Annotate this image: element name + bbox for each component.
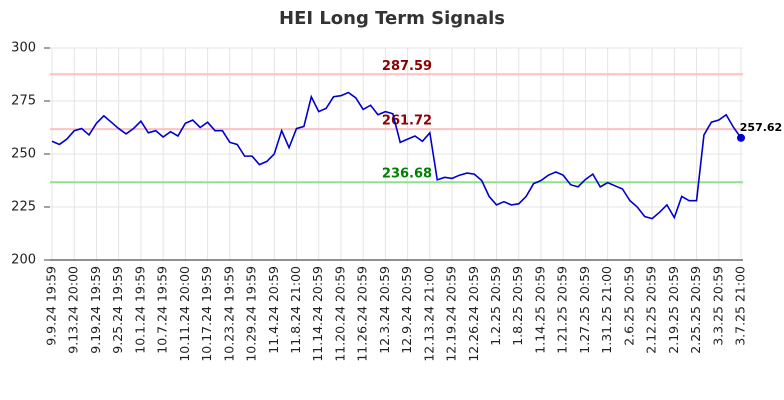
- x-tick-label: 11.4.24 20:59: [266, 266, 281, 354]
- reference-label: 287.59: [382, 59, 432, 74]
- x-tick-label: 12.13.24 21:00: [421, 266, 436, 362]
- x-tick-label: 2.6.25 20:59: [621, 266, 636, 346]
- last-point: [737, 133, 745, 142]
- x-tick-label: 1.21.25 20:59: [555, 266, 570, 354]
- x-tick-label: 10.7.24 19:59: [155, 266, 170, 354]
- y-tick-label: 250: [11, 147, 36, 162]
- x-tick-label: 10.29.24 19:59: [244, 266, 259, 362]
- x-tick-label: 10.17.24 19:59: [199, 266, 214, 362]
- x-tick-label: 1.27.25 20:59: [577, 266, 592, 354]
- price-line: [51, 91, 742, 220]
- x-tick-label: 2.19.25 20:59: [666, 266, 681, 354]
- x-tick-label: 9.19.24 19:59: [88, 266, 103, 354]
- x-tick-label: 12.3.24 20:59: [377, 266, 392, 354]
- x-tick-label: 3.7.25 21:00: [733, 266, 748, 346]
- x-tick-label: 9.25.24 19:59: [110, 266, 125, 354]
- x-tick-label: 1.14.25 20:59: [532, 266, 547, 354]
- reference-label: 236.68: [382, 167, 432, 182]
- x-tick-label: 11.8.24 21:00: [288, 266, 303, 354]
- x-tick-label: 1.31.25 21:00: [599, 266, 614, 354]
- y-tick-label: 275: [11, 94, 36, 109]
- x-tick-label: 10.11.24 20:00: [177, 266, 192, 362]
- x-tick-label: 9.13.24 20:00: [66, 266, 81, 354]
- x-tick-label: 11.26.24 20:59: [355, 266, 370, 362]
- x-tick-label: 2.25.25 20:59: [688, 266, 703, 354]
- x-tick-label: 1.8.25 20:59: [510, 266, 525, 346]
- x-tick-label: 9.9.24 19:59: [44, 266, 59, 346]
- x-tick-label: 12.19.24 20:59: [444, 266, 459, 362]
- x-tick-label: 10.1.24 19:59: [132, 266, 147, 354]
- last-value-label: 257.62: [740, 121, 782, 134]
- reference-label: 261.72: [382, 114, 432, 129]
- x-tick-label: 11.20.24 20:59: [332, 266, 347, 362]
- x-tick-label: 10.23.24 19:59: [221, 266, 236, 362]
- x-tick-label: 2.12.25 20:59: [644, 266, 659, 354]
- x-tick-label: 12.9.24 20:59: [399, 266, 414, 354]
- x-tick-label: 1.2.25 20:59: [488, 266, 503, 346]
- y-tick-label: 200: [11, 253, 36, 268]
- x-tick-label: 12.26.24 20:59: [466, 266, 481, 362]
- y-tick-label: 225: [11, 200, 36, 215]
- x-tick-label: 11.14.24 20:59: [310, 266, 325, 362]
- y-tick-label: 300: [11, 41, 36, 56]
- chart-title: HEI Long Term Signals: [279, 8, 505, 29]
- x-tick-label: 3.3.25 20:59: [710, 266, 725, 346]
